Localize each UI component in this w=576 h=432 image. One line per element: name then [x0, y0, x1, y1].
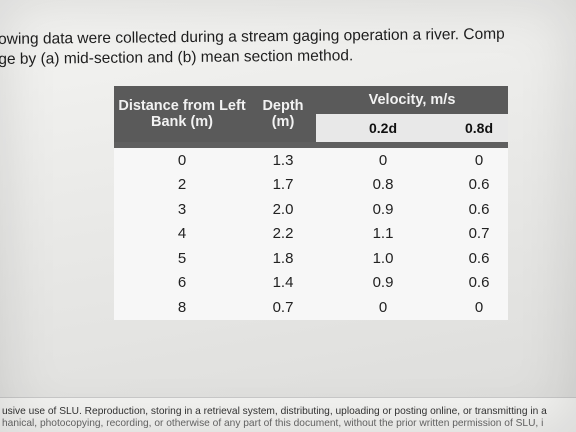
- cell-distance: 4: [114, 221, 250, 246]
- cell-velocity-0.8d: 0.7: [450, 221, 508, 246]
- header-separator: [114, 142, 508, 148]
- stream-gaging-table: Distance from Left Bank (m) Depth (m) Ve…: [114, 86, 508, 320]
- header-distance: Distance from Left Bank (m): [114, 86, 250, 142]
- cell-velocity-0.2d: 0.9: [316, 270, 450, 295]
- cell-depth: 1.7: [250, 172, 316, 197]
- cell-velocity-0.2d: 0: [316, 295, 450, 320]
- header-velocity-0.8d: 0.8d: [450, 114, 508, 142]
- cell-distance: 3: [114, 197, 250, 222]
- cell-distance: 5: [114, 246, 250, 271]
- cell-velocity-0.8d: 0.6: [450, 197, 508, 222]
- cell-distance: 2: [114, 172, 250, 197]
- cell-depth: 0.7: [250, 295, 316, 320]
- cell-depth: 2.0: [250, 197, 316, 222]
- cell-velocity-0.8d: 0.6: [450, 172, 508, 197]
- cell-velocity-0.8d: 0: [450, 295, 508, 320]
- cell-distance: 6: [114, 270, 250, 295]
- cell-velocity-0.2d: 0.8: [316, 172, 450, 197]
- copyright-line-2: hanical, photocopying, recording, or oth…: [2, 418, 544, 429]
- copyright-footer: usive use of SLU. Reproduction, storing …: [0, 397, 576, 432]
- header-velocity-0.2d: 0.2d: [316, 114, 450, 142]
- problem-statement: owing data were collected during a strea…: [0, 24, 576, 70]
- cell-velocity-0.8d: 0: [450, 148, 508, 173]
- cell-depth: 1.8: [250, 246, 316, 271]
- cell-velocity-0.8d: 0.6: [450, 270, 508, 295]
- cell-distance: 8: [114, 295, 250, 320]
- cell-velocity-0.2d: 0: [316, 148, 450, 173]
- cell-velocity-0.2d: 0.9: [316, 197, 450, 222]
- header-velocity: Velocity, m/s: [316, 86, 508, 114]
- header-depth: Depth (m): [250, 86, 316, 142]
- cell-distance: 0: [114, 148, 250, 173]
- cell-depth: 1.4: [250, 270, 316, 295]
- cell-velocity-0.2d: 1.1: [316, 221, 450, 246]
- cell-velocity-0.8d: 0.6: [450, 246, 508, 271]
- cell-depth: 1.3: [250, 148, 316, 173]
- cell-velocity-0.2d: 1.0: [316, 246, 450, 271]
- copyright-line-1: usive use of SLU. Reproduction, storing …: [2, 406, 547, 417]
- cell-depth: 2.2: [250, 221, 316, 246]
